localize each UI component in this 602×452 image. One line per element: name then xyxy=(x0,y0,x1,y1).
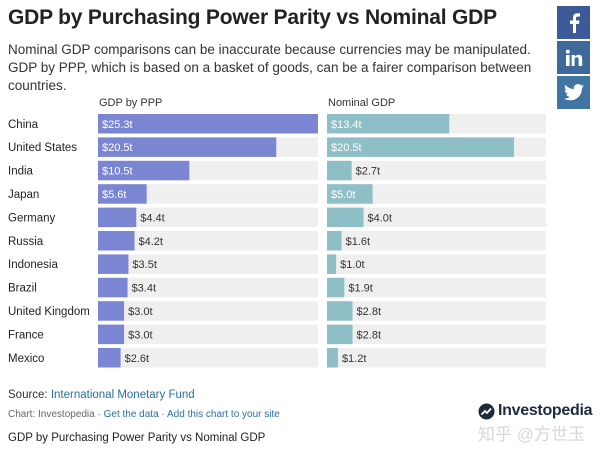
bar-track xyxy=(98,254,318,274)
data-label: $1.6t xyxy=(346,236,370,248)
twitter-share-button[interactable] xyxy=(557,76,590,109)
category-label: Russia xyxy=(8,236,44,248)
bar xyxy=(98,301,125,321)
image-caption: GDP by Purchasing Power Parity vs Nomina… xyxy=(8,432,266,444)
twitter-icon xyxy=(563,84,584,101)
bar xyxy=(98,137,277,157)
bar xyxy=(98,160,190,181)
column-header-nominal: Nominal GDP xyxy=(328,97,395,109)
data-label: $1.9t xyxy=(348,283,372,295)
bar xyxy=(327,160,352,181)
data-label: $3.0t xyxy=(128,329,152,341)
bar-track xyxy=(98,207,318,228)
data-label: $3.5t xyxy=(132,259,156,271)
data-label: $4.0t xyxy=(368,212,392,224)
bar xyxy=(98,348,121,368)
watermark: 知乎 @方世玉 xyxy=(478,425,585,444)
bar xyxy=(98,324,125,345)
bar-chart: GDP by PPP Nominal GDP China $25.3t $13.4t… xyxy=(8,97,546,368)
bar xyxy=(327,254,337,274)
bar xyxy=(98,207,137,228)
facebook-share-button[interactable] xyxy=(557,6,590,39)
linkedin-share-button[interactable] xyxy=(557,41,590,74)
bar xyxy=(327,114,450,134)
bar-track xyxy=(327,160,546,181)
bar-track xyxy=(98,324,318,345)
chart-title: GDP by Purchasing Power Parity vs Nomina… xyxy=(8,6,497,29)
bar xyxy=(327,348,338,368)
category-label: Japan xyxy=(8,189,39,201)
column-header-ppp: GDP by PPP xyxy=(99,97,162,109)
data-label: $20.5t xyxy=(102,142,133,154)
bar xyxy=(98,277,128,298)
chart-credit: Chart: Investopedia · Get the data · Add… xyxy=(8,409,280,420)
source-link[interactable]: International Monetary Fund xyxy=(50,389,195,401)
bar-track xyxy=(327,277,546,298)
data-label: $3.4t xyxy=(132,283,156,295)
bar xyxy=(98,114,318,134)
bar-track xyxy=(98,184,318,204)
data-label: $1.2t xyxy=(342,353,366,365)
bar-track xyxy=(98,277,318,298)
data-label: $4.2t xyxy=(139,236,163,248)
data-label: $1.0t xyxy=(340,259,364,271)
source-label: Source: xyxy=(8,389,51,401)
bar xyxy=(98,231,135,251)
bar-track xyxy=(327,207,546,228)
data-label: $5.0t xyxy=(331,189,355,201)
get-data-link[interactable]: Get the data xyxy=(103,409,159,420)
data-label: $2.6t xyxy=(125,353,149,365)
credit-prefix: Chart: Investopedia · xyxy=(8,409,104,420)
facebook-icon xyxy=(569,12,580,33)
category-label: India xyxy=(8,166,34,178)
bar-track xyxy=(327,231,546,251)
bar-track xyxy=(98,348,318,368)
category-label: Indonesia xyxy=(8,259,58,271)
bar-track xyxy=(327,184,546,204)
bar xyxy=(327,137,515,157)
investopedia-logo: Investopedia xyxy=(478,402,593,420)
bar-track xyxy=(327,254,546,274)
chart-subtitle: Nominal GDP comparisons can be inaccurat… xyxy=(8,42,532,93)
bar xyxy=(327,301,353,321)
category-label: France xyxy=(8,329,44,341)
bar xyxy=(98,184,147,204)
data-label: $3.0t xyxy=(128,306,152,318)
add-chart-link[interactable]: Add this chart to your site xyxy=(167,409,280,420)
data-label: $2.8t xyxy=(357,329,381,341)
data-label: $2.7t xyxy=(356,166,380,178)
data-label: $4.4t xyxy=(140,212,164,224)
data-label: $2.8t xyxy=(357,306,381,318)
bar-track xyxy=(327,301,546,321)
bar-track xyxy=(98,231,318,251)
credit-separator: · xyxy=(158,409,167,420)
bar xyxy=(327,184,373,204)
category-label: China xyxy=(8,119,39,131)
brand-name: Investopedia xyxy=(498,402,593,419)
bar-track xyxy=(327,348,546,368)
category-label: United Kingdom xyxy=(8,306,90,318)
category-label: United States xyxy=(8,142,77,154)
bar xyxy=(327,207,364,228)
source-line: Source: International Monetary Fund xyxy=(8,389,195,401)
data-label: $20.5t xyxy=(331,142,362,154)
data-label: $10.5t xyxy=(102,166,133,178)
bar xyxy=(327,324,353,345)
bar xyxy=(98,254,129,274)
bar-track xyxy=(98,301,318,321)
category-label: Brazil xyxy=(8,283,37,295)
bar-track xyxy=(327,324,546,345)
data-label: $5.6t xyxy=(102,189,126,201)
bar xyxy=(327,231,342,251)
bar xyxy=(327,277,345,298)
data-label: $13.4t xyxy=(331,119,362,131)
category-label: Mexico xyxy=(8,353,44,365)
category-label: Germany xyxy=(8,212,56,224)
investopedia-logo-icon xyxy=(478,403,495,419)
data-label: $25.3t xyxy=(102,119,133,131)
linkedin-icon xyxy=(565,49,582,66)
